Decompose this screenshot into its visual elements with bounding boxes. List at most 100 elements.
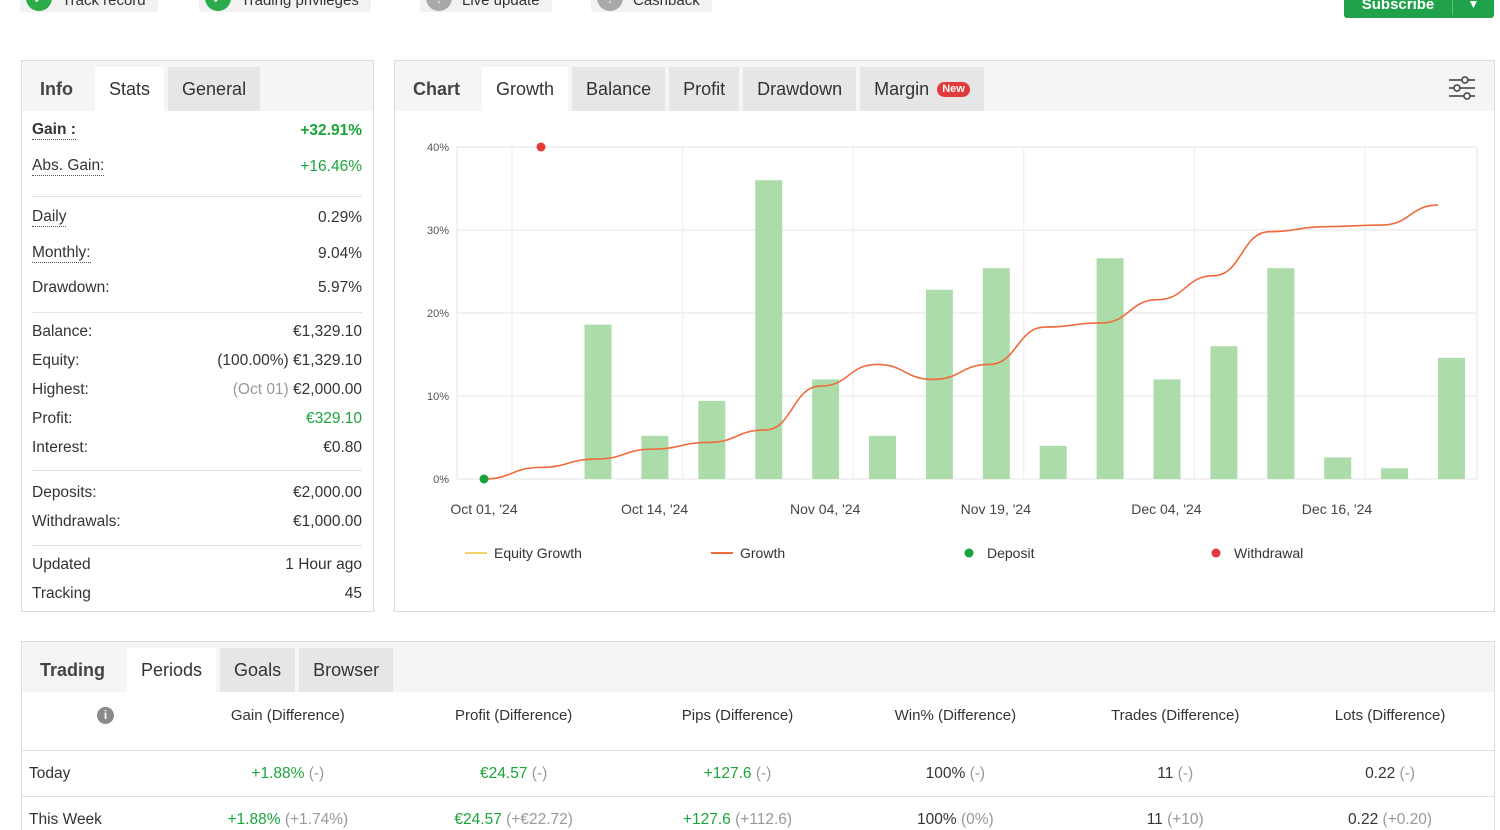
column-header: Trades (Difference) xyxy=(1111,706,1240,724)
cell-value: 11 xyxy=(1157,764,1174,782)
status-live-update[interactable]: ! Live update xyxy=(420,0,552,12)
growth-bar xyxy=(1381,468,1409,479)
cell-value: +127.6 xyxy=(703,764,752,782)
tab-general[interactable]: General xyxy=(168,67,261,111)
stat-value: €1,329.10 xyxy=(293,352,362,369)
cell-win: 100% (0%) xyxy=(846,811,1064,829)
cell-value: +127.6 xyxy=(682,810,731,828)
tab-periods[interactable]: Periods xyxy=(127,648,217,692)
cell-diff: (+112.6) xyxy=(735,810,793,828)
growth-bar xyxy=(755,180,783,479)
stat-monthly: Monthly: 9.04% xyxy=(32,244,362,263)
subscribe-button[interactable]: Subscribe ▼ xyxy=(1344,0,1494,18)
stat-value: €0.80 xyxy=(323,439,362,456)
trading-panel: Trading Periods Goals Browser i Gain (Di… xyxy=(21,641,1495,830)
x-tick-label: Oct 01, '24 xyxy=(450,501,517,517)
stat-label: Equity: xyxy=(32,352,80,369)
stat-withdrawals: Withdrawals: €1,000.00 xyxy=(32,513,362,531)
cell-gain: +1.88% (-) xyxy=(177,765,399,783)
cell-diff: (0%) xyxy=(960,810,994,828)
tab-drawdown[interactable]: Drawdown xyxy=(743,67,857,111)
status-label: Cashback xyxy=(633,0,700,9)
growth-bar xyxy=(698,400,726,479)
chevron-down-icon[interactable]: ▼ xyxy=(1467,0,1480,11)
growth-bar xyxy=(1210,346,1238,479)
tab-margin-label: Margin xyxy=(874,78,930,99)
cell-diff: (+0.20) xyxy=(1382,810,1433,828)
cell-pips: +127.6 (+112.6) xyxy=(629,811,847,829)
stat-label[interactable]: Daily xyxy=(32,208,67,227)
cell-value: 0.22 xyxy=(1365,764,1396,782)
cell-diff: (+10) xyxy=(1167,810,1204,828)
growth-bar xyxy=(1039,445,1067,479)
x-tick-label: Nov 19, '24 xyxy=(961,501,1032,517)
stat-updated: Updated 1 Hour ago xyxy=(32,556,362,574)
stat-label: Updated xyxy=(32,556,91,573)
divider xyxy=(32,470,362,471)
stat-tracking: Tracking 45 xyxy=(32,585,362,603)
cell-diff: (-) xyxy=(308,764,325,782)
legend-label: Withdrawal xyxy=(1234,545,1303,561)
table-row: Today +1.88% (-) €24.57 (-) +127.6 (-) 1… xyxy=(22,750,1494,796)
info-icon[interactable]: i xyxy=(97,706,114,724)
status-trading-privileges[interactable]: ✔ Trading privileges xyxy=(199,0,371,12)
cell-diff: (+€22.72) xyxy=(506,810,573,828)
cell-diff: (-) xyxy=(1399,764,1416,782)
new-badge: New xyxy=(937,81,970,97)
table-row: This Week +1.88% (+1.74%) €24.57 (+€22.7… xyxy=(22,796,1494,830)
unavailable-icon: ! xyxy=(597,0,623,11)
tab-stats[interactable]: Stats xyxy=(95,67,165,111)
legend-label: Equity Growth xyxy=(494,545,582,561)
cell-diff: (-) xyxy=(969,764,986,782)
stat-note: (Oct 01) xyxy=(232,381,289,398)
tab-trading[interactable]: Trading xyxy=(40,659,106,680)
growth-bar xyxy=(982,268,1010,479)
cell-diff: (+1.74%) xyxy=(284,810,349,828)
stat-value: +16.46% xyxy=(300,157,362,175)
cell-lots: 0.22 (+0.20) xyxy=(1286,811,1494,829)
y-tick-label: 40% xyxy=(427,142,449,154)
stat-label[interactable]: Gain : xyxy=(32,121,76,140)
stat-label[interactable]: Abs. Gain: xyxy=(32,157,105,176)
deposit-point xyxy=(479,474,489,484)
status-track-record[interactable]: ✔ Track record xyxy=(20,0,158,12)
stat-profit: Profit: €329.10 xyxy=(32,410,362,428)
y-tick-label: 0% xyxy=(433,474,449,486)
chart-panel: Chart Growth Balance Profit Drawdown Mar… xyxy=(394,60,1495,612)
stat-value: €2,000.00 xyxy=(293,381,362,398)
status-bar: ✔ Track record ✔ Trading privileges ! Li… xyxy=(0,0,1500,24)
tab-balance[interactable]: Balance xyxy=(572,67,666,111)
stat-gain: Gain : +32.91% xyxy=(32,121,362,140)
column-header: Win% (Difference) xyxy=(894,706,1017,724)
stat-label: Highest: xyxy=(32,381,89,398)
tab-goals[interactable]: Goals xyxy=(220,648,296,692)
status-cashback[interactable]: ! Cashback xyxy=(591,0,712,12)
tab-growth[interactable]: Growth xyxy=(482,67,569,111)
tab-margin[interactable]: Margin New xyxy=(860,67,984,111)
table-header: i Gain (Difference) Profit (Difference) … xyxy=(22,692,1494,738)
info-tabs: Info Stats General xyxy=(22,61,373,111)
tab-browser[interactable]: Browser xyxy=(299,648,394,692)
stat-value: 9.04% xyxy=(318,244,362,262)
stat-value: 45 xyxy=(344,585,362,602)
unavailable-icon: ! xyxy=(426,0,452,11)
growth-bar xyxy=(584,324,612,479)
stat-balance: Balance: €1,329.10 xyxy=(32,323,362,341)
cell-gain: +1.88% (+1.74%) xyxy=(177,811,399,829)
check-icon: ✔ xyxy=(205,0,231,11)
stat-daily: Daily 0.29% xyxy=(32,208,362,227)
status-label: Live update xyxy=(462,0,540,9)
growth-bar xyxy=(1438,357,1465,479)
cell-win: 100% (-) xyxy=(846,765,1064,783)
stat-label: Interest: xyxy=(32,439,88,456)
cell-value: 0.22 xyxy=(1348,810,1379,828)
stat-highest: Highest: (Oct 01) €2,000.00 xyxy=(32,381,362,399)
x-tick-label: Oct 14, '24 xyxy=(621,501,688,517)
stat-label[interactable]: Monthly: xyxy=(32,244,91,263)
tab-profit[interactable]: Profit xyxy=(669,67,740,111)
stat-value: 5.97% xyxy=(318,279,362,296)
tab-info[interactable]: Info xyxy=(40,78,73,99)
cell-diff: (-) xyxy=(1177,764,1194,782)
sliders-icon[interactable] xyxy=(1448,75,1476,101)
tab-chart[interactable]: Chart xyxy=(413,78,461,99)
